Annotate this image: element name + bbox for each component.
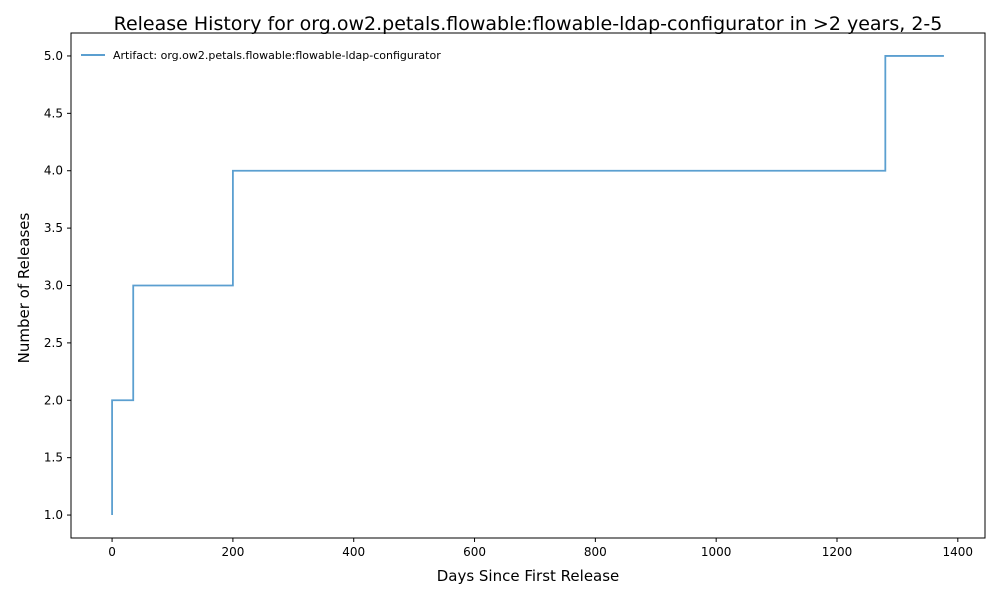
x-axis-title: Days Since First Release xyxy=(437,567,620,585)
y-tick-label: 4.5 xyxy=(44,106,63,120)
y-tick-label: 4.0 xyxy=(44,164,63,178)
y-tick-label: 3.5 xyxy=(44,221,63,235)
x-tick-label: 800 xyxy=(584,545,607,559)
y-axis-ticks: 1.0 1.5 2.0 2.5 3.0 3.5 4.0 4.5 5.0 xyxy=(44,49,71,522)
y-tick-label: 5.0 xyxy=(44,49,63,63)
series-layer xyxy=(111,55,944,516)
chart-title: Release History for org.ow2.petals.flowa… xyxy=(114,13,943,35)
legend: Artifact: org.ow2.petals.flowable:flowab… xyxy=(81,49,441,62)
x-tick-label: 400 xyxy=(342,545,365,559)
x-tick-label: 0 xyxy=(108,545,116,559)
x-tick-label: 200 xyxy=(221,545,244,559)
legend-label: Artifact: org.ow2.petals.flowable:flowab… xyxy=(113,49,441,62)
y-tick-label: 2.0 xyxy=(44,393,63,407)
y-tick-label: 1.0 xyxy=(44,508,63,522)
y-axis-title: Number of Releases xyxy=(15,212,33,363)
x-tick-label: 1200 xyxy=(822,545,853,559)
x-tick-label: 1400 xyxy=(943,545,974,559)
x-tick-label: 600 xyxy=(463,545,486,559)
x-axis-ticks: 0 200 400 600 800 1000 1200 1400 xyxy=(108,538,973,559)
series-step-line xyxy=(111,55,944,516)
x-tick-label: 1000 xyxy=(701,545,732,559)
y-tick-label: 2.5 xyxy=(44,336,63,350)
y-tick-label: 3.0 xyxy=(44,279,63,293)
y-tick-label: 1.5 xyxy=(44,451,63,465)
